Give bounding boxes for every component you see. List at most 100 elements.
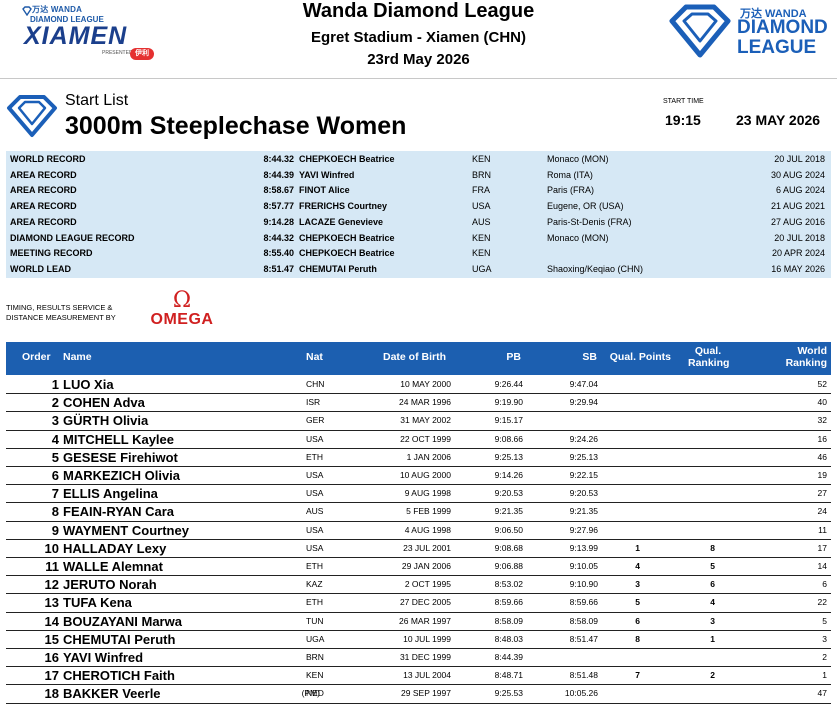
athlete-name: YAVI Winfred [63, 650, 144, 665]
athlete-dob: 26 MAR 1997 [399, 615, 451, 626]
athlete-dob: 1 JAN 2006 [406, 451, 451, 462]
record-nat: KEN [472, 232, 491, 243]
athlete-name: JERUTO Norah [63, 577, 157, 593]
athlete-nat: USA [306, 524, 324, 535]
athlete-nat: USA [306, 470, 324, 480]
athlete-world-ranking: 11 [818, 524, 827, 535]
athlete-nat: BRN [306, 652, 324, 662]
athlete-pb: 8:48.03 [494, 633, 523, 644]
athlete-sb: 9:29.94 [569, 397, 598, 408]
diamond-league-icon [669, 4, 731, 58]
record-row: AREA RECORD 8:44.39 YAVI Winfred BRN Roma (I… [6, 167, 831, 183]
athlete-sb: 8:51.47 [569, 633, 598, 644]
record-performance: 8:58.67 [263, 185, 294, 196]
athlete-nat: KEN [306, 670, 324, 681]
athlete-pb: 8:48.71 [494, 670, 523, 681]
record-row: WORLD RECORD 8:44.32 CHEPKOECH Beatrice KEN… [6, 151, 831, 167]
athlete-sb: 9:21.35 [569, 506, 598, 517]
dl-logo-line2: LEAGUE [737, 37, 817, 58]
athlete-world-ranking: 27 [817, 488, 827, 499]
record-nat: FRA [472, 185, 490, 196]
xiamen-meeting-logo: 万达 WANDA DIAMOND LEAGUE XIAMEN PRESENTED… [22, 4, 162, 62]
athlete-world-ranking: 24 [817, 506, 827, 517]
dl-logo-line1: DIAMOND [737, 17, 828, 38]
athlete-order: 5 [51, 449, 59, 465]
start-time-label: START TIME [663, 98, 704, 105]
record-nat: USA [472, 201, 491, 212]
athlete-sb: 9:13.99 [569, 542, 598, 553]
athlete-nat: CHN [306, 379, 325, 389]
record-label: AREA RECORD [10, 185, 77, 196]
record-row: AREA RECORD 8:58.67 FINOT Alice FRA Paris (F… [6, 182, 831, 198]
athlete-pb: 9:26.44 [494, 379, 523, 389]
col-dob: Date of Birth [383, 351, 446, 363]
athlete-dob: 23 JUL 2001 [403, 542, 451, 553]
record-athlete: CHEPKOECH Beatrice [299, 232, 395, 243]
athlete-pb: 9:08.66 [494, 433, 523, 444]
col-world-ranking: World Ranking [786, 345, 827, 369]
athlete-nat: TUN [306, 615, 324, 626]
athlete-world-ranking: 22 [817, 597, 827, 608]
athlete-order: 1 [51, 377, 59, 392]
athlete-qual-ranking: 1 [710, 633, 715, 644]
athlete-name: GESESE Firehiwot [63, 449, 178, 465]
athlete-order: 4 [51, 431, 59, 447]
athlete-world-ranking: 14 [817, 561, 827, 571]
table-row: 11 WALLE Alemnat ETH 29 JAN 2006 9:06.88 9:10… [6, 558, 831, 577]
records-panel: WORLD RECORD 8:44.32 CHEPKOECH Beatrice KEN… [6, 151, 831, 278]
athlete-order: 11 [45, 559, 59, 574]
athlete-qual-ranking: 5 [710, 561, 715, 571]
table-row: 4 MITCHELL Kaylee USA 22 OCT 1999 9:08.66 9:2… [6, 431, 831, 449]
record-athlete: YAVI Winfred [299, 169, 355, 180]
record-nat: KEN [472, 154, 491, 164]
record-venue: Monaco (MON) [547, 232, 609, 243]
table-row: 18 BAKKER Veerle (PM) NED 29 SEP 1997 9:25.53… [6, 685, 831, 704]
meeting-name: Wanda Diamond League [302, 0, 535, 22]
record-row: WORLD LEAD 8:51.47 CHEMUTAI Peruth UGA Shaox… [6, 261, 831, 277]
timing-line1: TIMING, RESULTS SERVICE & [6, 303, 113, 312]
table-row: 1 LUO Xia CHN 10 MAY 2000 9:26.44 9:47.04 52 [6, 376, 831, 395]
record-athlete: CHEPKOECH Beatrice [299, 154, 395, 164]
record-venue: Paris-St-Denis (FRA) [547, 216, 632, 227]
athlete-nat: UGA [306, 633, 325, 644]
athlete-pb: 8:53.02 [494, 579, 523, 590]
athlete-pb: 9:20.53 [494, 488, 523, 499]
athlete-world-ranking: 16 [817, 433, 827, 444]
athlete-qual-points: 5 [635, 597, 640, 608]
col-qual-ranking-l1: Qual. [694, 345, 722, 357]
record-venue: Eugene, OR (USA) [547, 201, 624, 212]
athlete-nat: ETH [306, 597, 323, 608]
athlete-dob: 10 MAY 2000 [400, 379, 451, 389]
athlete-nat: USA [306, 433, 324, 444]
athlete-world-ranking: 19 [817, 470, 827, 480]
athlete-nat: NED [306, 688, 324, 699]
record-date: 20 JUL 2018 [774, 154, 825, 164]
diamond-icon [7, 95, 57, 137]
xiamen-logo-top: 万达 WANDA [32, 5, 83, 14]
athlete-name: ELLIS Angelina [63, 486, 158, 502]
col-order: Order [22, 351, 51, 363]
table-row: 6 MARKEZICH Olivia USA 10 AUG 2000 9:14.26 9:… [6, 467, 831, 486]
record-performance: 8:44.32 [263, 232, 294, 243]
record-date: 16 MAY 2026 [771, 263, 825, 274]
athlete-name: GÜRTH Olivia [63, 413, 149, 429]
athlete-qual-ranking: 3 [710, 615, 715, 626]
athlete-dob: 5 FEB 1999 [406, 506, 451, 517]
table-row: 5 GESESE Firehiwot ETH 1 JAN 2006 9:25.13 9:2… [6, 449, 831, 467]
record-performance: 8:55.40 [263, 248, 294, 259]
athlete-qual-points: 6 [635, 615, 640, 626]
record-label: DIAMOND LEAGUE RECORD [10, 232, 135, 243]
record-athlete: CHEPKOECH Beatrice [299, 248, 395, 259]
record-venue: Shaoxing/Keqiao (CHN) [547, 263, 644, 274]
document-subtitle: Start List [65, 92, 129, 109]
col-nat: Nat [306, 351, 323, 363]
athlete-world-ranking: 46 [817, 451, 827, 462]
athlete-order: 9 [51, 522, 59, 538]
record-date: 6 AUG 2024 [775, 185, 825, 196]
start-date: 23 MAY 2026 [736, 112, 821, 128]
athlete-pb: 8:58.09 [494, 615, 523, 626]
record-nat: KEN [472, 248, 491, 259]
athlete-world-ranking: 6 [822, 579, 827, 590]
athlete-pb: 8:44.39 [494, 652, 523, 662]
start-time: 19:15 [665, 112, 701, 128]
